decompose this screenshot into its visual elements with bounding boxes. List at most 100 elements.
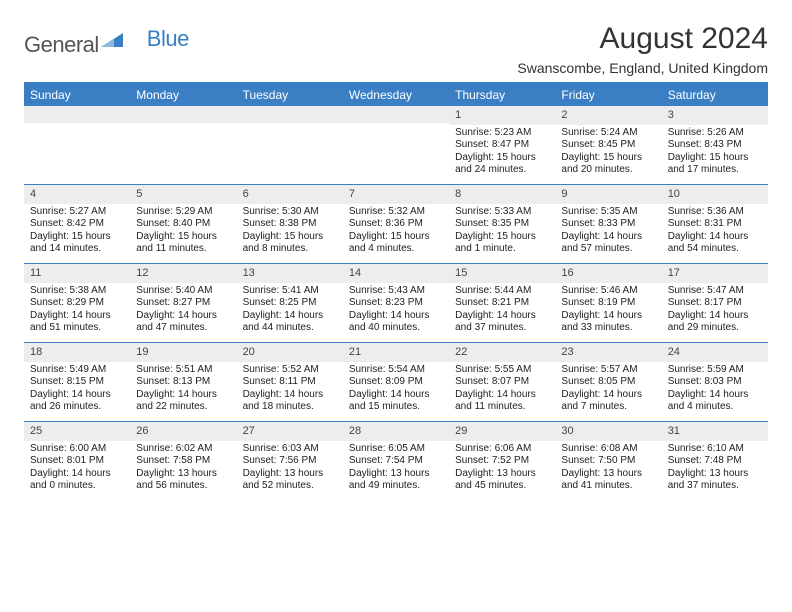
sunset-text: Sunset: 8:07 PM [455,376,549,389]
sunset-text: Sunset: 8:45 PM [561,139,655,152]
day-details: Sunrise: 5:26 AMSunset: 8:43 PMDaylight:… [662,125,768,181]
month-title: August 2024 [517,22,768,56]
daylight-text: Daylight: 14 hours and 47 minutes. [136,310,230,335]
calendar-cell: 10Sunrise: 5:36 AMSunset: 8:31 PMDayligh… [662,185,768,263]
daylight-text: Daylight: 14 hours and 15 minutes. [349,389,443,414]
daylight-text: Daylight: 14 hours and 29 minutes. [668,310,762,335]
sunrise-text: Sunrise: 5:49 AM [30,364,124,377]
calendar-cell: 11Sunrise: 5:38 AMSunset: 8:29 PMDayligh… [24,264,130,342]
calendar-week: 25Sunrise: 6:00 AMSunset: 8:01 PMDayligh… [24,421,768,500]
daylight-text: Daylight: 13 hours and 49 minutes. [349,468,443,493]
calendar-cell: 27Sunrise: 6:03 AMSunset: 7:56 PMDayligh… [237,422,343,500]
daylight-text: Daylight: 15 hours and 8 minutes. [243,231,337,256]
col-header-thursday: Thursday [449,84,555,106]
day-number: 7 [343,185,449,204]
sunrise-text: Sunrise: 5:35 AM [561,206,655,219]
sunrise-text: Sunrise: 6:00 AM [30,443,124,456]
sunrise-text: Sunrise: 5:52 AM [243,364,337,377]
sunset-text: Sunset: 8:35 PM [455,218,549,231]
day-details: Sunrise: 5:52 AMSunset: 8:11 PMDaylight:… [237,362,343,418]
day-details: Sunrise: 5:38 AMSunset: 8:29 PMDaylight:… [24,283,130,339]
sunrise-text: Sunrise: 5:24 AM [561,127,655,140]
sunset-text: Sunset: 8:31 PM [668,218,762,231]
sunrise-text: Sunrise: 6:10 AM [668,443,762,456]
sunrise-text: Sunrise: 5:33 AM [455,206,549,219]
sunrise-text: Sunrise: 5:36 AM [668,206,762,219]
daylight-text: Daylight: 13 hours and 41 minutes. [561,468,655,493]
daylight-text: Daylight: 14 hours and 7 minutes. [561,389,655,414]
calendar-cell: 25Sunrise: 6:00 AMSunset: 8:01 PMDayligh… [24,422,130,500]
sunrise-text: Sunrise: 5:46 AM [561,285,655,298]
sunset-text: Sunset: 8:21 PM [455,297,549,310]
day-number: 19 [130,343,236,362]
calendar-cell: 7Sunrise: 5:32 AMSunset: 8:36 PMDaylight… [343,185,449,263]
col-header-saturday: Saturday [662,84,768,106]
calendar-cell: 13Sunrise: 5:41 AMSunset: 8:25 PMDayligh… [237,264,343,342]
day-number [237,106,343,123]
daylight-text: Daylight: 15 hours and 11 minutes. [136,231,230,256]
day-details: Sunrise: 5:55 AMSunset: 8:07 PMDaylight:… [449,362,555,418]
calendar-cell: 19Sunrise: 5:51 AMSunset: 8:13 PMDayligh… [130,343,236,421]
calendar-cell [24,106,130,184]
calendar-cell: 24Sunrise: 5:59 AMSunset: 8:03 PMDayligh… [662,343,768,421]
day-number: 26 [130,422,236,441]
day-details: Sunrise: 6:00 AMSunset: 8:01 PMDaylight:… [24,441,130,497]
day-details: Sunrise: 5:27 AMSunset: 8:42 PMDaylight:… [24,204,130,260]
day-details: Sunrise: 6:03 AMSunset: 7:56 PMDaylight:… [237,441,343,497]
daylight-text: Daylight: 14 hours and 22 minutes. [136,389,230,414]
sunset-text: Sunset: 8:42 PM [30,218,124,231]
day-number: 5 [130,185,236,204]
sunset-text: Sunset: 8:01 PM [30,455,124,468]
daylight-text: Daylight: 14 hours and 18 minutes. [243,389,337,414]
day-number: 30 [555,422,661,441]
calendar-cell: 29Sunrise: 6:06 AMSunset: 7:52 PMDayligh… [449,422,555,500]
day-details: Sunrise: 6:08 AMSunset: 7:50 PMDaylight:… [555,441,661,497]
sunset-text: Sunset: 8:05 PM [561,376,655,389]
sunset-text: Sunset: 7:56 PM [243,455,337,468]
day-number [130,106,236,123]
sunset-text: Sunset: 7:54 PM [349,455,443,468]
day-number: 2 [555,106,661,125]
day-details: Sunrise: 5:46 AMSunset: 8:19 PMDaylight:… [555,283,661,339]
day-number: 13 [237,264,343,283]
day-details: Sunrise: 5:54 AMSunset: 8:09 PMDaylight:… [343,362,449,418]
daylight-text: Daylight: 14 hours and 40 minutes. [349,310,443,335]
sunset-text: Sunset: 8:25 PM [243,297,337,310]
daylight-text: Daylight: 13 hours and 45 minutes. [455,468,549,493]
day-details: Sunrise: 5:30 AMSunset: 8:38 PMDaylight:… [237,204,343,260]
sunrise-text: Sunrise: 5:41 AM [243,285,337,298]
sunrise-text: Sunrise: 6:08 AM [561,443,655,456]
sunset-text: Sunset: 8:15 PM [30,376,124,389]
daylight-text: Daylight: 13 hours and 37 minutes. [668,468,762,493]
day-number: 6 [237,185,343,204]
sunrise-text: Sunrise: 5:44 AM [455,285,549,298]
daylight-text: Daylight: 14 hours and 37 minutes. [455,310,549,335]
calendar-cell: 9Sunrise: 5:35 AMSunset: 8:33 PMDaylight… [555,185,661,263]
sunset-text: Sunset: 8:43 PM [668,139,762,152]
daylight-text: Daylight: 13 hours and 52 minutes. [243,468,337,493]
day-number: 1 [449,106,555,125]
calendar-cell: 23Sunrise: 5:57 AMSunset: 8:05 PMDayligh… [555,343,661,421]
daylight-text: Daylight: 15 hours and 17 minutes. [668,152,762,177]
sunset-text: Sunset: 7:48 PM [668,455,762,468]
col-header-wednesday: Wednesday [343,84,449,106]
day-details: Sunrise: 5:57 AMSunset: 8:05 PMDaylight:… [555,362,661,418]
calendar-cell: 8Sunrise: 5:33 AMSunset: 8:35 PMDaylight… [449,185,555,263]
calendar-cell: 4Sunrise: 5:27 AMSunset: 8:42 PMDaylight… [24,185,130,263]
page-header: General Blue August 2024 Swanscombe, Eng… [24,22,768,76]
day-details: Sunrise: 5:33 AMSunset: 8:35 PMDaylight:… [449,204,555,260]
sunset-text: Sunset: 7:58 PM [136,455,230,468]
sunset-text: Sunset: 8:09 PM [349,376,443,389]
sunrise-text: Sunrise: 5:32 AM [349,206,443,219]
day-number: 22 [449,343,555,362]
sunset-text: Sunset: 7:50 PM [561,455,655,468]
day-details: Sunrise: 5:43 AMSunset: 8:23 PMDaylight:… [343,283,449,339]
calendar-cell: 14Sunrise: 5:43 AMSunset: 8:23 PMDayligh… [343,264,449,342]
day-number: 24 [662,343,768,362]
sunrise-text: Sunrise: 5:55 AM [455,364,549,377]
day-details: Sunrise: 5:35 AMSunset: 8:33 PMDaylight:… [555,204,661,260]
calendar-cell [130,106,236,184]
calendar-cell: 20Sunrise: 5:52 AMSunset: 8:11 PMDayligh… [237,343,343,421]
calendar-cell: 3Sunrise: 5:26 AMSunset: 8:43 PMDaylight… [662,106,768,184]
day-number: 9 [555,185,661,204]
